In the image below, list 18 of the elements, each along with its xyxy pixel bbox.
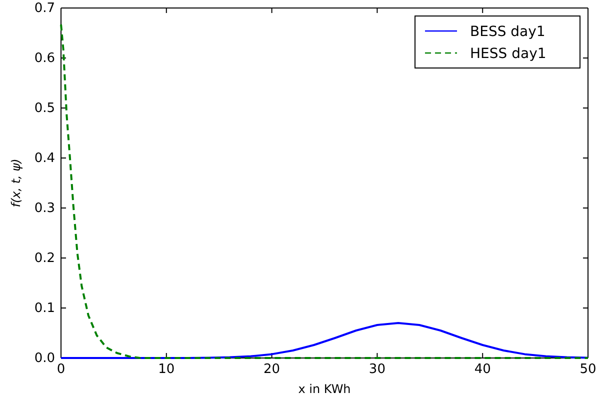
x-tick-label: 0 bbox=[56, 362, 66, 378]
y-tick-label: 0.0 bbox=[34, 351, 55, 366]
x-tick-label: 20 bbox=[264, 362, 280, 378]
x-tick-label: 30 bbox=[368, 362, 386, 378]
y-tick-label: 0.7 bbox=[34, 1, 55, 16]
legend-label: HESS day1 bbox=[470, 46, 546, 62]
y-tick-label: 0.1 bbox=[34, 301, 55, 316]
y-tick-label: 0.4 bbox=[34, 151, 55, 166]
y-tick-label: 0.3 bbox=[34, 201, 55, 216]
x-tick-label: 10 bbox=[158, 362, 175, 378]
y-tick-label: 0.5 bbox=[34, 101, 55, 116]
x-tick-label: 40 bbox=[474, 362, 491, 378]
y-axis-title: f(x, t, ψ) bbox=[9, 158, 23, 208]
y-tick-label: 0.6 bbox=[34, 51, 55, 66]
x-tick-label: 50 bbox=[580, 362, 596, 378]
x-axis-title: x in KWh bbox=[298, 382, 351, 396]
y-tick-label: 0.2 bbox=[34, 251, 55, 266]
legend-label: BESS day1 bbox=[470, 24, 546, 40]
